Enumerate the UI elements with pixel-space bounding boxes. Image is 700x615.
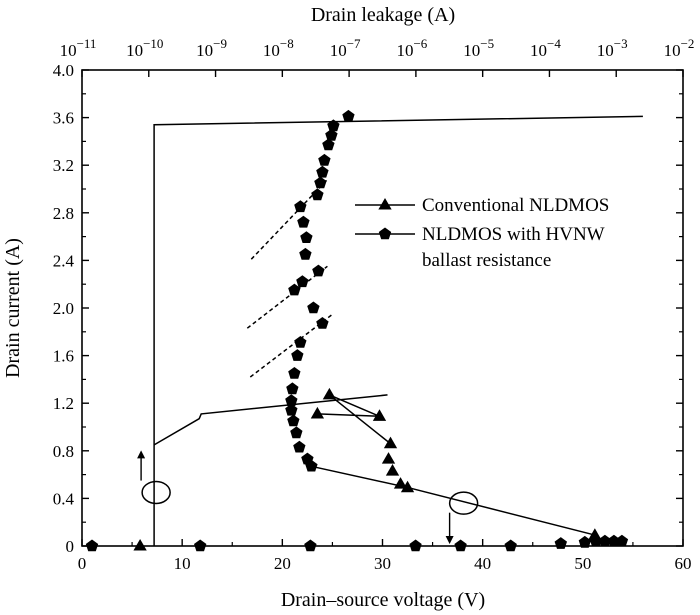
top-tick-label: 10−2 [664, 36, 695, 60]
pentagon-marker [318, 153, 331, 166]
pentagon-marker [194, 539, 207, 552]
pentagon-marker [554, 537, 567, 549]
pentagon-marker [578, 535, 591, 548]
pentagon-marker [85, 539, 99, 552]
annotation-ellipse [448, 491, 479, 515]
pentagon-marker [286, 382, 299, 395]
curve-line [317, 394, 391, 445]
triangle-marker [400, 480, 415, 493]
triangle-marker [383, 436, 398, 449]
pentagon-marker [615, 534, 629, 547]
y-tick-label: 2.4 [53, 251, 75, 270]
x-tick-label: 50 [574, 554, 591, 573]
pentagon-marker [294, 336, 307, 348]
pentagon-marker [291, 349, 304, 361]
top-tick-label: 10−8 [263, 36, 294, 60]
pentagon-marker [304, 539, 317, 552]
curve-line [153, 115, 643, 546]
pentagon-marker [300, 231, 313, 243]
y-tick-label: 1.2 [53, 394, 74, 413]
top-tick-label: 10−4 [530, 36, 561, 60]
pentagon-marker [293, 440, 306, 453]
x-tick-label: 60 [675, 554, 692, 573]
ticks-layer: 0 10 20 30 40 50 60 0 0.4 0.8 1.2 1.6 2.0 2.4 2.8 3.2 3.… [53, 36, 695, 573]
x-tick-label: 30 [374, 554, 391, 573]
pentagon-marker [409, 539, 422, 552]
legend-label-conventional: Conventional NLDMOS [422, 195, 609, 216]
x-tick-label: 20 [274, 554, 291, 573]
pentagon-marker [307, 301, 320, 314]
pentagon-marker [294, 200, 307, 213]
annotation-layer [137, 450, 479, 545]
pentagon-marker [312, 264, 325, 277]
pentagon-marker [290, 426, 303, 439]
y-tick-label: 0.4 [53, 489, 75, 508]
plot-frame [81, 69, 684, 547]
dashed-fit-line [246, 265, 328, 329]
legend-label-hvnw: NLDMOS with HVNW [422, 224, 605, 245]
curve-line [153, 394, 388, 446]
pentagon-marker [598, 534, 612, 547]
legend-label-hvnw-line2: ballast resistance [422, 250, 551, 271]
top-tick-label: 10−5 [463, 36, 494, 60]
triangle-marker [133, 539, 147, 551]
y-tick-label: 0.8 [53, 442, 74, 461]
pentagon-marker [316, 165, 329, 178]
annotation-ellipse [141, 480, 171, 505]
pentagon-marker [311, 188, 324, 201]
x-tick-label: 40 [474, 554, 491, 573]
pentagon-marker [327, 119, 340, 132]
pentagon-marker [285, 403, 298, 416]
pentagon-marker [342, 109, 355, 122]
x-tick-label: 0 [78, 554, 87, 573]
y-axis-title: Drain current (A) [2, 238, 24, 378]
top-tick-label: 10−3 [597, 36, 628, 60]
top-tick-label: 10−7 [330, 36, 361, 60]
triangle-marker [310, 406, 325, 419]
triangle-marker [372, 409, 387, 421]
top-tick-label: 10−6 [396, 36, 427, 60]
top-tick-label: 10−9 [196, 36, 227, 60]
y-tick-label: 1.6 [53, 347, 74, 366]
top-tick-label: 10−11 [60, 36, 97, 60]
pentagon-marker [589, 534, 602, 547]
triangle-marker [385, 464, 400, 476]
pentagon-marker [322, 138, 335, 151]
y-tick-label: 2.8 [53, 204, 74, 223]
pentagon-marker [288, 367, 301, 379]
pentagon-marker [325, 128, 338, 141]
pentagon-marker [454, 539, 467, 552]
top-tick-label: 10−10 [126, 36, 163, 60]
y-tick-label: 2.0 [53, 299, 74, 318]
y-tick-label: 3.2 [53, 156, 74, 175]
pentagon-marker [504, 539, 517, 552]
pentagon-marker [299, 247, 312, 260]
pentagon-marker [314, 176, 327, 189]
pentagon-marker [297, 215, 310, 228]
pentagon-marker [296, 275, 309, 288]
triangle-marker [381, 452, 396, 464]
x-axis-title: Drain–source voltage (V) [281, 589, 485, 611]
y-tick-label: 0 [66, 537, 75, 556]
x-tick-label: 10 [174, 554, 191, 573]
legend: Conventional NLDMOS NLDMOS with HVNW bal… [355, 195, 609, 271]
y-tick-label: 3.6 [53, 109, 74, 128]
pentagon-marker [287, 414, 300, 427]
plot-border [81, 69, 684, 547]
legend-marker-pentagon [378, 227, 392, 240]
pentagon-marker [607, 534, 621, 547]
legend-marker-triangle [378, 198, 392, 210]
triangle-marker [393, 477, 408, 489]
pentagon-marker [316, 317, 329, 329]
triangle-marker [322, 387, 337, 400]
top-axis-title: Drain leakage (A) [311, 4, 455, 26]
markers-layer [85, 109, 629, 552]
pentagon-marker [288, 283, 301, 296]
pentagon-marker [301, 452, 314, 465]
y-tick-label: 4.0 [53, 61, 74, 80]
pentagon-marker [285, 394, 298, 407]
curve-line [311, 465, 597, 537]
